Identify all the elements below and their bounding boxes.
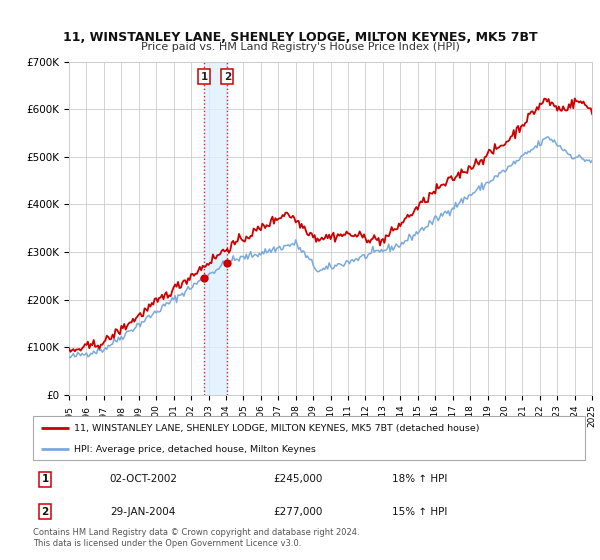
Bar (204, 62, 227, 395)
Text: 11, WINSTANLEY LANE, SHENLEY LODGE, MILTON KEYNES, MK5 7BT (detached house): 11, WINSTANLEY LANE, SHENLEY LODGE, MILT… (74, 423, 480, 432)
Text: Price paid vs. HM Land Registry's House Price Index (HPI): Price paid vs. HM Land Registry's House … (140, 42, 460, 52)
Text: £277,000: £277,000 (273, 507, 323, 517)
Text: £245,000: £245,000 (273, 474, 323, 484)
FancyBboxPatch shape (33, 416, 585, 460)
Text: 11, WINSTANLEY LANE, SHENLEY LODGE, MILTON KEYNES, MK5 7BT: 11, WINSTANLEY LANE, SHENLEY LODGE, MILT… (62, 31, 538, 44)
Text: 29-JAN-2004: 29-JAN-2004 (111, 507, 176, 517)
Text: 1: 1 (41, 474, 49, 484)
Text: Contains HM Land Registry data © Crown copyright and database right 2024.
This d: Contains HM Land Registry data © Crown c… (33, 528, 359, 548)
Text: 1: 1 (200, 72, 208, 82)
Text: 2: 2 (41, 507, 49, 517)
Text: 15% ↑ HPI: 15% ↑ HPI (392, 507, 447, 517)
Text: 18% ↑ HPI: 18% ↑ HPI (392, 474, 447, 484)
Text: HPI: Average price, detached house, Milton Keynes: HPI: Average price, detached house, Milt… (74, 445, 316, 454)
Text: 02-OCT-2002: 02-OCT-2002 (109, 474, 178, 484)
Text: 2: 2 (224, 72, 231, 82)
